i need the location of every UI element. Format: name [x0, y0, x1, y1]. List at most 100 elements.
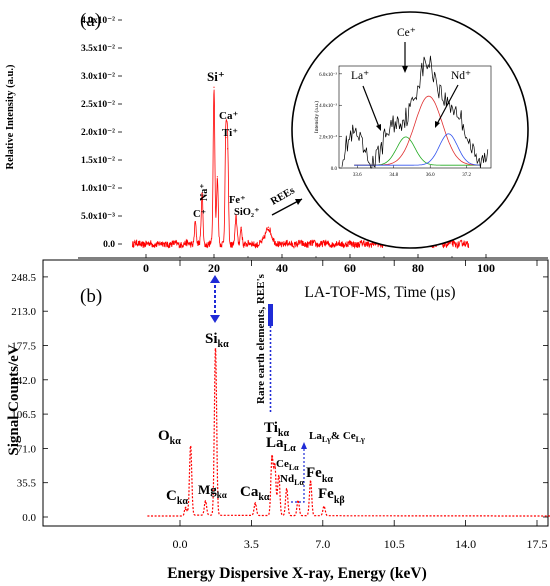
panel-a-peak-point: [227, 148, 229, 150]
inset-label-ce: Ce⁺: [397, 27, 416, 39]
panel-b-y-tick-label: 106.5: [11, 409, 36, 421]
panel-b-peak-point: [274, 465, 276, 468]
panel-b-x-tick-label: 0.0: [173, 537, 188, 551]
panel-a-peak-marks: [194, 86, 269, 228]
panel-b-series-line: [147, 348, 550, 517]
inset-x-tick-label: 34.8: [389, 173, 398, 178]
ree-vertical-note: Rare earth elements, REE's: [255, 273, 267, 404]
inset-arrowhead-nd: [435, 121, 440, 128]
label-c-plus: C⁺: [193, 209, 206, 220]
label-c-ka: Ckα: [166, 488, 188, 507]
panel-a-y-tick-label: 1.0x10⁻²: [81, 184, 115, 194]
label-si-ka: Sikα: [205, 331, 229, 350]
inset-circle: [291, 11, 529, 249]
rees-arrow-head: [295, 199, 302, 205]
panel-a: (a) Relative Intensity (a.u.) 0.0 5.0x10⁻…: [5, 10, 548, 301]
panel-a-label: (a): [80, 10, 101, 31]
panel-b-x-tick-label: 7.0: [315, 537, 330, 551]
label-na-plus: Na⁺: [199, 184, 210, 202]
inset-zoom: Intensity (a.u.) 6.0x10⁻³ 4.0x10⁻³ 2.0x10⁻…: [291, 11, 529, 249]
panel-b-xlabel: Energy Dispersive X-ray, Energy (keV): [167, 565, 427, 582]
panel-b-x-tick-label: 3.5: [244, 537, 259, 551]
panel-a-x-tick-label: 80: [412, 261, 424, 275]
panel-b-y-tick-label: 35.5: [17, 478, 37, 490]
label-ca-ka: Cakα: [240, 484, 270, 503]
panel-b-x-ticks: 0.0 3.5 7.0 10.5 14.0 17.5: [173, 260, 548, 551]
panel-b-peak-point: [309, 481, 312, 484]
panel-b-peak-point: [204, 501, 207, 504]
label-ca-plus: Ca⁺: [219, 110, 238, 122]
panel-b-y-tick-label: 0.0: [22, 512, 36, 524]
panel-b-x-tick-label: 14.0: [455, 537, 476, 551]
inset-x-tick-label: 37.2: [462, 173, 471, 178]
panel-a-peak-point: [225, 137, 227, 139]
panel-b-ylabel: Signal Counts/eV: [6, 344, 22, 455]
label-sio2-plus: SiO₂⁺: [234, 207, 260, 218]
panel-b-frame: [42, 259, 549, 527]
panel-a-peak-point: [213, 86, 215, 88]
inset-y-tick-label: 2.0x10⁻³: [319, 135, 337, 141]
panel-a-x-tick-label: 0: [143, 261, 149, 275]
inset-x-tick-label: 33.6: [353, 173, 362, 178]
label-ti-ka: Tikα: [264, 420, 289, 439]
panel-a-peak-point: [240, 226, 242, 228]
lgamma-arrowhead: [301, 442, 307, 449]
panel-a-x-tick-label: 60: [344, 261, 356, 275]
panel-a-peak-point: [216, 176, 218, 178]
panel-b-y-tick-label: 71.0: [17, 443, 37, 455]
label-fe-ka: Fekα: [306, 465, 333, 485]
panel-a-y-tick-label: 3.5x10⁻²: [81, 44, 115, 54]
panel-a-peak-point: [201, 193, 203, 195]
panel-a-peak-point: [235, 215, 237, 217]
label-ce-la: CeLα: [276, 458, 299, 472]
inset-y-tick-label: 4.0x10⁻³: [319, 103, 337, 109]
ree-marker-bar: [268, 304, 273, 326]
panel-a-x-ticks: 0 20 40 60 80 100: [143, 254, 495, 275]
inset-y-tick-label: 6.0x10⁻³: [319, 72, 337, 78]
panel-b-peak-point: [214, 348, 217, 350]
inset-x-tick-label: 36.0: [426, 173, 435, 178]
panel-a-ylabel: Relative Intensity (a.u.): [5, 64, 16, 169]
label-nd-la: NdLα: [280, 473, 304, 487]
label-fe-kb: Fekβ: [318, 486, 345, 506]
panel-b-x-tick-label: 17.5: [527, 537, 548, 551]
label-fe-plus: Fe⁺: [229, 195, 246, 206]
inset-arrowhead-ce: [402, 66, 408, 73]
panel-a-peak-point: [267, 226, 269, 228]
panel-a-x-tick-label: 40: [276, 261, 288, 275]
panel-a-y-tick-label: 0.0: [103, 240, 115, 250]
panel-a-y-tick-label: 3.0x10⁻²: [81, 72, 115, 82]
panel-b-peak-point: [297, 500, 299, 503]
lgamma-bracket: [291, 448, 305, 503]
panel-b-y-tick-label: 177.5: [11, 341, 36, 353]
inset-y-ticks: 6.0x10⁻³ 4.0x10⁻³ 2.0x10⁻³ 0.0: [319, 72, 342, 172]
panel-b-peak-point: [189, 446, 192, 449]
inset-frame: [338, 65, 492, 169]
panel-b-y-tick-label: 213.0: [11, 306, 36, 318]
panel-b-peak-point: [277, 475, 280, 478]
label-ti-plus: Ti⁺: [222, 127, 238, 139]
si-link-arrowhead-top: [210, 275, 220, 283]
panel-b: (b) Signal Counts/eV 0.0 35.5 71.0 106.5 142…: [6, 259, 550, 582]
label-si-plus: Si⁺: [207, 69, 225, 84]
panel-b-y-ticks: 0.0 35.5 71.0 106.5 142.0 177.5 213.0 248.5: [11, 272, 548, 524]
label-la-ce-lgamma: LaLγ& CeLγ: [309, 430, 365, 444]
label-mg-ka: Mgkα: [198, 482, 227, 500]
panel-b-peak-point: [323, 506, 325, 509]
inset-ylabel: Intensity (a.u.): [313, 101, 320, 133]
panel-a-x-tick-label: 100: [477, 261, 495, 275]
panel-b-label: (b): [80, 286, 102, 307]
panel-b-peak-point: [285, 489, 288, 491]
panel-a-y-tick-label: 1.5x10⁻²: [81, 156, 115, 166]
panel-a-y-tick-label: 5.0x10⁻³: [81, 212, 115, 222]
panel-b-peak-point: [184, 508, 187, 511]
panel-a-x-tick-label: 20: [208, 261, 220, 275]
inset-data-line: [341, 55, 489, 169]
panel-a-y-tick-label: 4.0x10⁻²: [81, 16, 115, 26]
panel-b-peak-point: [254, 503, 257, 506]
panel-b-x-tick-label: 10.5: [384, 537, 405, 551]
panel-b-peak-point: [271, 457, 273, 459]
inset-label-nd: Nd⁺: [451, 70, 471, 82]
panel-b-peak-marks: [184, 348, 325, 511]
